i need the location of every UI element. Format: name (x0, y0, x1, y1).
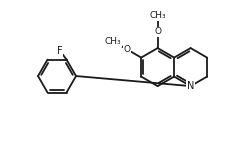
Text: CH₃: CH₃ (105, 37, 122, 46)
Text: F: F (57, 46, 63, 56)
Text: O: O (154, 27, 161, 36)
Text: CH₃: CH₃ (149, 11, 166, 20)
Text: N: N (187, 81, 194, 91)
Text: O: O (124, 45, 131, 54)
